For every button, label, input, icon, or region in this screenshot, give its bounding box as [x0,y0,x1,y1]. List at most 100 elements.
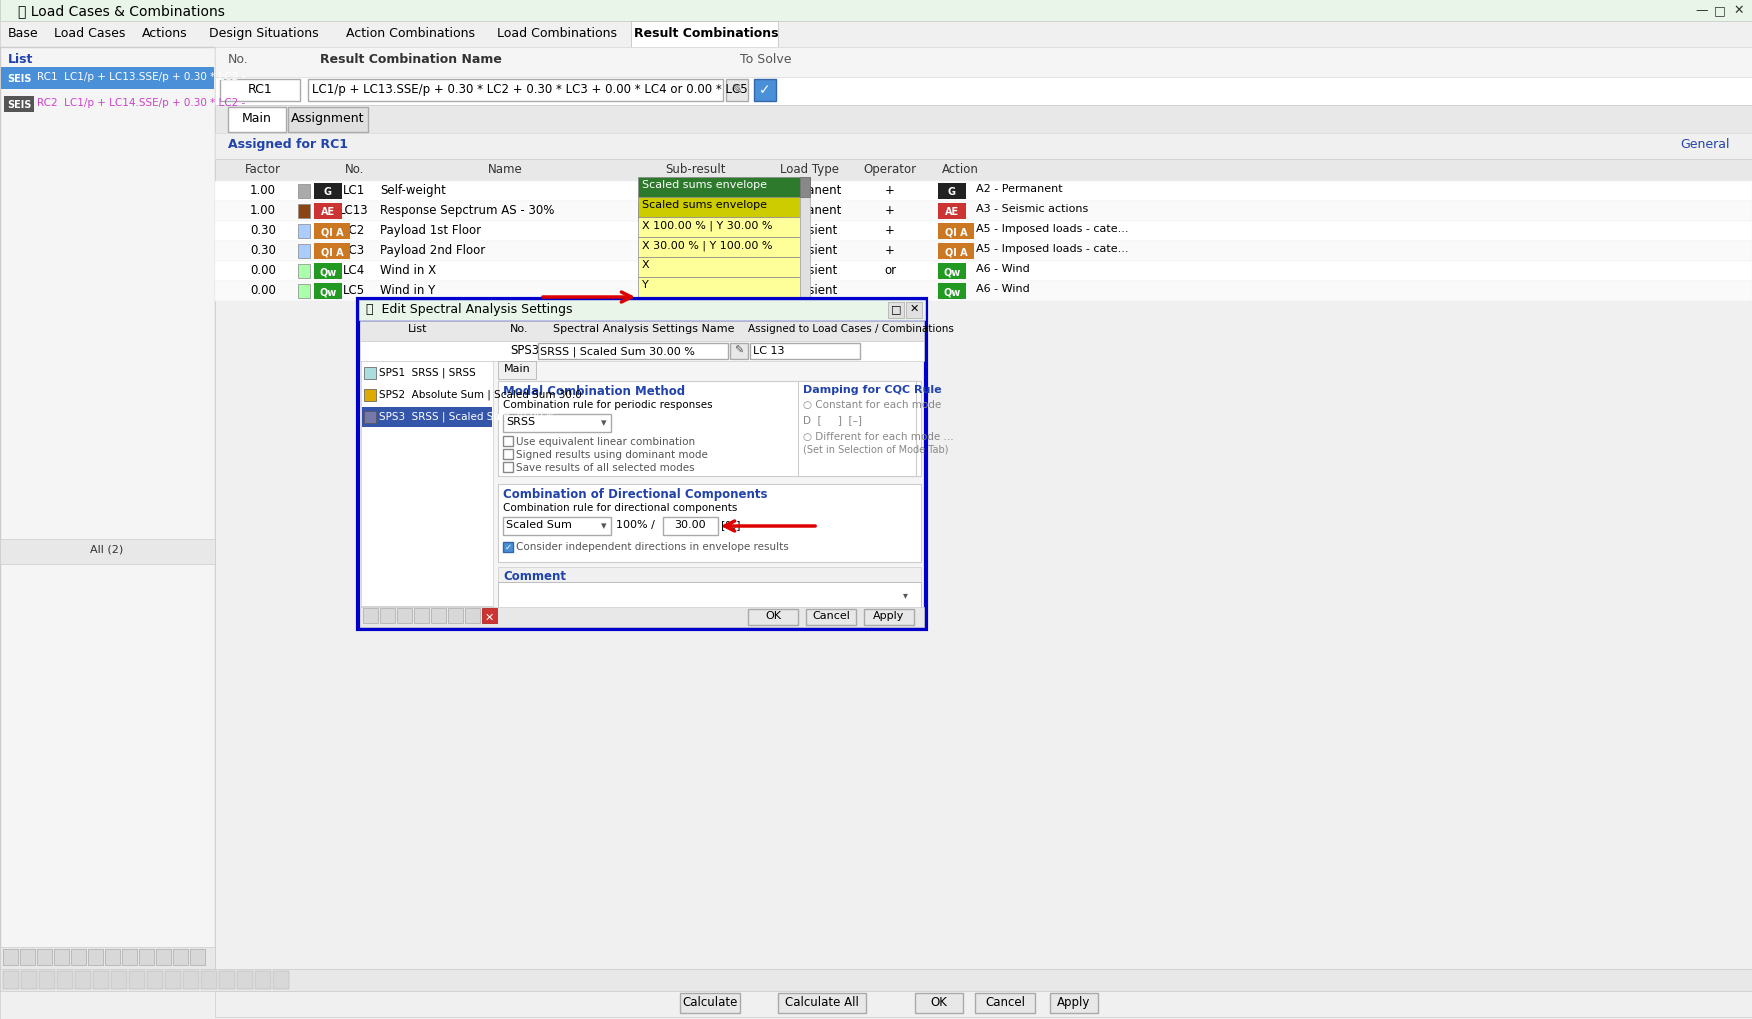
Bar [413,608,429,624]
Bar [482,608,498,624]
Bar [147,971,163,989]
Text: Main: Main [242,112,272,125]
Text: LC3: LC3 [343,244,364,257]
Text: Cancel: Cancel [813,610,850,621]
Bar [359,607,923,628]
Bar [498,583,922,612]
Bar [359,341,923,362]
Bar [138,949,154,965]
Text: Assignment: Assignment [291,112,364,125]
Text: General: General [1680,138,1729,151]
Bar [710,330,717,335]
Text: A2 - Permanent: A2 - Permanent [976,183,1063,194]
Bar [503,449,513,460]
Bar [54,949,68,965]
Text: LC2: LC2 [343,224,364,236]
Bar [39,971,54,989]
Bar [364,412,377,424]
Text: Y: Y [641,280,648,289]
Text: ✎: ✎ [732,83,743,96]
Bar [864,609,915,626]
Text: Design Situations: Design Situations [208,26,319,40]
Text: RC1: RC1 [247,83,272,96]
Bar [308,79,724,102]
Text: or: or [885,264,895,277]
Bar [215,160,1752,181]
Text: OK: OK [930,995,948,1008]
Text: X 30.00 % | Y 100.00 %: X 30.00 % | Y 100.00 % [641,239,773,251]
Bar [937,183,965,200]
Text: Qw: Qw [319,286,336,297]
Text: LC 13: LC 13 [753,345,785,356]
Bar [0,947,215,969]
Bar [298,205,310,219]
Text: ✕: ✕ [909,304,918,314]
Text: +: + [885,244,895,257]
Bar [0,969,1752,991]
Text: SPS2  Absolute Sum | Scaled Sum 30.0: SPS2 Absolute Sum | Scaled Sum 30.0 [378,388,582,399]
Text: Comment: Comment [503,570,566,583]
Bar [797,382,916,477]
Text: ✎: ✎ [734,345,743,356]
Text: 🔧 Load Cases & Combinations: 🔧 Load Cases & Combinations [18,4,224,18]
Text: Base: Base [9,26,39,40]
Bar [748,609,797,626]
Text: +: + [885,204,895,217]
Bar [364,368,377,380]
Bar [806,609,857,626]
Bar [662,518,718,535]
Bar [380,608,394,624]
Text: SRSS: SRSS [506,417,534,427]
Text: Spectral Analysis Settings Name: Spectral Analysis Settings Name [554,324,734,333]
Text: Scaled sums envelope: Scaled sums envelope [641,179,767,190]
Bar [750,343,860,360]
Bar [189,949,205,965]
Text: Scaled Sum: Scaled Sum [506,520,571,530]
Text: Permanent: Permanent [778,183,843,197]
Bar [638,278,801,298]
Text: AE: AE [321,207,335,217]
Text: All (2): All (2) [91,544,124,554]
Text: D  [     ]  [–]: D [ ] [–] [802,415,862,425]
Text: QI A: QI A [944,247,967,257]
Text: LC13: LC13 [340,204,370,217]
Bar [503,415,611,433]
Text: QI A: QI A [321,227,343,236]
Text: 100% /: 100% / [617,520,655,530]
Bar [710,300,717,306]
Bar [638,178,801,198]
Bar [298,225,310,238]
Text: Permanent: Permanent [778,204,843,217]
Bar [215,242,1752,262]
Text: No.: No. [510,324,529,333]
Text: ▼: ▼ [785,205,792,215]
Bar [801,178,809,198]
Text: Wind in Y: Wind in Y [380,283,434,297]
Bar [314,283,342,300]
Text: Calculate All: Calculate All [785,995,858,1008]
Bar [215,262,1752,281]
Text: A6 - Wind: A6 - Wind [976,264,1030,274]
Bar [4,971,19,989]
Bar [314,224,350,239]
Text: Name: Name [487,163,522,176]
Text: +: + [885,183,895,197]
Bar [631,22,778,48]
Text: ✕: ✕ [484,612,494,623]
Text: □: □ [890,304,901,314]
Bar [464,608,480,624]
Bar [710,360,717,366]
Text: Load Combinations: Load Combinations [498,26,617,40]
Bar [710,339,717,345]
Text: QI A: QI A [321,247,343,257]
Bar [237,971,252,989]
Bar [710,320,717,326]
Text: Combination of Directional Components: Combination of Directional Components [503,487,767,500]
Bar [638,198,801,218]
Bar [498,484,922,562]
Bar [937,264,965,280]
Bar [123,949,137,965]
Bar [215,991,1752,1017]
Text: Transient: Transient [783,244,837,257]
Bar [19,949,35,965]
